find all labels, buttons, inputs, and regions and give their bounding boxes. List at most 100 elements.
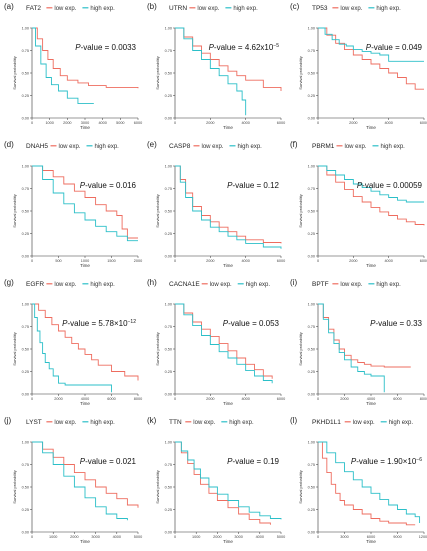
panel-label: (e) (147, 140, 157, 149)
x-tick-label: 2000 (349, 259, 357, 263)
x-axis-label: Time (366, 539, 376, 544)
survival-curve-high (32, 441, 128, 521)
x-axis-label: Time (223, 539, 233, 544)
x-tick-label: 5000 (277, 535, 285, 539)
y-tick-label: 0.75 (308, 187, 315, 191)
y-tick-label: 0.25 (22, 94, 29, 98)
legend-label-high: high exp. (389, 420, 414, 426)
x-tick-label: 2000 (206, 121, 214, 125)
y-tick-label: 0.50 (308, 209, 315, 213)
p-value: P-value = 5.78×10−12 (62, 319, 136, 328)
x-tick-label: 12000 (419, 535, 427, 539)
legend-label-high: high exp. (90, 6, 115, 12)
y-tick-label: 0.75 (22, 187, 29, 191)
p-value-label: P (366, 43, 372, 52)
y-tick-label: 0.75 (308, 325, 315, 329)
survival-curve-high (32, 303, 112, 393)
y-tick-label: 0.00 (308, 530, 315, 534)
y-axis-label: Survival probability (12, 470, 17, 504)
survival-curve-high (32, 165, 138, 242)
p-value-text: -value = 0.021 (85, 457, 136, 466)
y-tick-label: 0.75 (22, 49, 29, 53)
panel-label: (g) (4, 278, 14, 287)
y-tick-label: 0.00 (165, 530, 172, 534)
y-tick-label: 0.50 (22, 71, 29, 75)
survival-curve-high (175, 441, 282, 520)
legend-label-low: low exp. (193, 420, 215, 426)
survival-curve-high (318, 27, 424, 62)
y-tick-label: 0.00 (308, 254, 315, 258)
y-axis-label: Survival probability (12, 332, 17, 366)
y-tick-label: 0.50 (165, 71, 172, 75)
x-axis-label: Time (80, 263, 90, 268)
p-value-label: P (62, 319, 68, 328)
survival-curve-high (318, 303, 385, 393)
p-value-text: -value = 0.0033 (81, 43, 137, 52)
km-chart: (a) FAT2 low exp. high exp. 0.00 0.25 0.50 0.75… (4, 2, 142, 130)
p-value: P-value = 0.016 (80, 181, 137, 190)
x-tick-label: 0 (317, 259, 319, 263)
x-tick-label: 2000 (206, 259, 214, 263)
y-tick-label: 0.50 (165, 209, 172, 213)
survival-curve-high (318, 441, 421, 523)
km-panel: (g) EGFR low exp. high exp. 0.00 0.25 0.50 0.75… (0, 276, 142, 413)
km-chart: (h) CACNA1E low exp. high exp. 0.00 0.25 0.50 0… (147, 278, 285, 406)
legend-label-low: low exp. (54, 282, 76, 288)
x-tick-label: 6000 (393, 397, 401, 401)
km-chart: (k) TTN low exp. high exp. 0.00 0.25 0.50 0.75 1… (147, 416, 285, 544)
p-value-label: P (370, 319, 376, 328)
x-tick-label: 4000 (113, 535, 121, 539)
legend-label-low: low exp. (340, 6, 362, 12)
y-axis-label: Survival probability (155, 332, 160, 366)
x-tick-label: 6000 (134, 121, 142, 125)
p-value: P-value = 0.021 (80, 457, 137, 466)
x-axis-label: Time (223, 263, 233, 268)
p-value-exponent: −5 (273, 43, 279, 49)
survival-curve-low (32, 27, 139, 89)
p-value-exponent: −12 (128, 319, 137, 325)
panel-label: (l) (290, 416, 297, 425)
x-tick-label: 6000 (277, 259, 285, 263)
x-tick-label: 6000 (277, 397, 285, 401)
km-panel: (e) CASP8 low exp. high exp. 0.00 0.25 0.50 0.7… (143, 138, 285, 275)
p-value: P-value = 0.053 (223, 319, 280, 328)
y-tick-label: 0.75 (165, 49, 172, 53)
y-axis-label: Survival probability (155, 194, 160, 228)
y-tick-label: 0.25 (22, 508, 29, 512)
y-tick-label: 0.50 (22, 209, 29, 213)
km-chart: (b) UTRN low exp. high exp. 0.00 0.25 0.50 0.75… (147, 2, 285, 130)
gene-name: TP53 (312, 5, 328, 12)
gene-name: PKHD1L1 (312, 419, 341, 426)
km-panel: (k) TTN low exp. high exp. 0.00 0.25 0.50 0.75 1… (143, 414, 285, 551)
p-value-label: P (209, 43, 215, 52)
legend-label-low: low exp. (197, 6, 219, 12)
x-tick-label: 500 (55, 259, 61, 263)
km-chart: (i) BPTF low exp. high exp. 0.00 0.25 0.50 0.75… (290, 278, 427, 406)
survival-curve-high (175, 27, 247, 116)
y-tick-label: 0.25 (165, 370, 172, 374)
gene-name: LYST (26, 419, 42, 426)
gene-name: DNAH5 (26, 143, 48, 150)
p-value-text: -value = 0.12 (233, 181, 280, 190)
y-tick-label: 0.75 (308, 463, 315, 467)
legend-label-low: low exp. (345, 144, 367, 150)
y-tick-label: 0.00 (308, 116, 315, 120)
x-axis-label: Time (80, 125, 90, 130)
km-chart: (l) PKHD1L1 low exp. high exp. 0.00 0.25 0.50 0… (290, 416, 427, 544)
p-value: P-value = 0.33 (370, 319, 422, 328)
km-panel: (i) BPTF low exp. high exp. 0.00 0.25 0.50 0.75… (286, 276, 427, 413)
x-tick-label: 1000 (45, 121, 53, 125)
x-tick-label: 0 (31, 121, 33, 125)
x-tick-label: 2000 (213, 535, 221, 539)
x-axis-label: Time (366, 263, 376, 268)
km-panel: (b) UTRN low exp. high exp. 0.00 0.25 0.50 0.75… (143, 0, 285, 137)
legend-label-high: high exp. (233, 6, 258, 12)
survival-curve-low (318, 165, 425, 226)
km-panel: (h) CACNA1E low exp. high exp. 0.00 0.25 0.50 0… (143, 276, 285, 413)
x-tick-label: 4000 (256, 535, 264, 539)
x-tick-label: 4000 (241, 121, 249, 125)
p-value-label: P (80, 457, 86, 466)
x-tick-label: 2000 (54, 397, 62, 401)
km-chart: (e) CASP8 low exp. high exp. 0.00 0.25 0.50 0.7… (147, 140, 285, 268)
y-tick-label: 1.00 (165, 164, 172, 168)
